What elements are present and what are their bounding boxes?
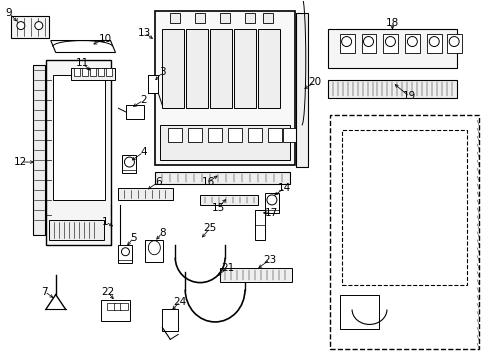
Bar	[81, 68, 87, 76]
Text: 21: 21	[221, 263, 234, 273]
Bar	[120, 302, 128, 310]
Bar	[327, 80, 456, 98]
Circle shape	[121, 248, 129, 256]
Bar	[162, 28, 184, 108]
Text: 7: 7	[41, 287, 48, 297]
Circle shape	[385, 37, 395, 46]
Bar	[101, 300, 130, 321]
Circle shape	[407, 37, 416, 46]
Bar	[186, 28, 208, 108]
Text: 23: 23	[263, 255, 276, 265]
Bar	[148, 75, 158, 93]
Bar	[126, 105, 144, 119]
Text: 9: 9	[5, 8, 12, 18]
Text: 25: 25	[203, 223, 216, 233]
Bar	[427, 33, 441, 54]
Bar	[53, 75, 104, 200]
Bar	[220, 268, 291, 282]
Bar	[89, 68, 95, 76]
Bar	[208, 128, 222, 142]
Bar	[244, 13, 254, 23]
Text: 19: 19	[402, 91, 415, 101]
Bar	[155, 172, 289, 184]
Text: 15: 15	[211, 203, 224, 213]
Bar	[339, 33, 354, 54]
Bar	[258, 28, 279, 108]
Polygon shape	[51, 41, 115, 53]
Bar	[234, 28, 255, 108]
Circle shape	[124, 157, 134, 167]
Bar	[295, 13, 307, 167]
Bar	[98, 68, 103, 76]
Bar	[122, 155, 136, 173]
Bar	[188, 128, 202, 142]
Text: 14: 14	[278, 183, 291, 193]
Bar	[106, 302, 114, 310]
Bar	[113, 302, 121, 310]
Bar	[162, 310, 178, 332]
Text: 12: 12	[14, 157, 27, 167]
Text: 17: 17	[264, 208, 278, 218]
Text: 22: 22	[101, 287, 114, 297]
Text: 6: 6	[155, 177, 162, 187]
Bar	[105, 68, 111, 76]
Bar	[254, 210, 264, 240]
Bar	[383, 33, 398, 54]
Bar	[267, 128, 281, 142]
Bar	[339, 294, 379, 329]
Circle shape	[35, 22, 42, 30]
Bar	[145, 240, 163, 262]
Text: 24: 24	[173, 297, 186, 306]
Circle shape	[341, 37, 351, 46]
Bar	[168, 128, 182, 142]
Bar	[361, 33, 376, 54]
Bar	[33, 66, 45, 235]
Bar	[247, 128, 262, 142]
Text: 8: 8	[159, 228, 165, 238]
Bar	[46, 60, 110, 245]
Bar	[200, 195, 258, 205]
Bar	[160, 125, 289, 160]
Text: 11: 11	[76, 58, 89, 68]
Bar	[327, 28, 456, 68]
Text: 13: 13	[138, 28, 151, 37]
Text: 4: 4	[140, 147, 146, 157]
Bar	[118, 188, 173, 200]
Circle shape	[428, 37, 438, 46]
Bar	[341, 130, 466, 285]
Bar	[118, 245, 132, 263]
Circle shape	[448, 37, 458, 46]
Text: 2: 2	[140, 95, 146, 105]
Text: 1: 1	[102, 217, 109, 227]
Bar	[329, 115, 478, 349]
Bar	[227, 128, 242, 142]
Bar	[74, 68, 80, 76]
Bar	[11, 15, 49, 37]
Bar	[195, 13, 205, 23]
Bar	[263, 13, 272, 23]
Bar	[264, 193, 278, 213]
Bar	[155, 11, 294, 165]
Text: 10: 10	[99, 33, 112, 44]
Bar	[220, 13, 229, 23]
Text: 20: 20	[307, 77, 321, 87]
Circle shape	[266, 195, 276, 205]
Bar	[282, 128, 296, 142]
Text: 5: 5	[130, 233, 137, 243]
Circle shape	[17, 22, 25, 30]
Bar	[210, 28, 232, 108]
Text: 3: 3	[159, 67, 165, 77]
Text: 18: 18	[385, 18, 398, 28]
Bar	[405, 33, 420, 54]
Bar	[49, 220, 103, 240]
Bar	[170, 13, 180, 23]
Circle shape	[363, 37, 373, 46]
Bar	[447, 33, 461, 54]
Bar	[71, 68, 115, 80]
Text: 16: 16	[201, 177, 214, 187]
